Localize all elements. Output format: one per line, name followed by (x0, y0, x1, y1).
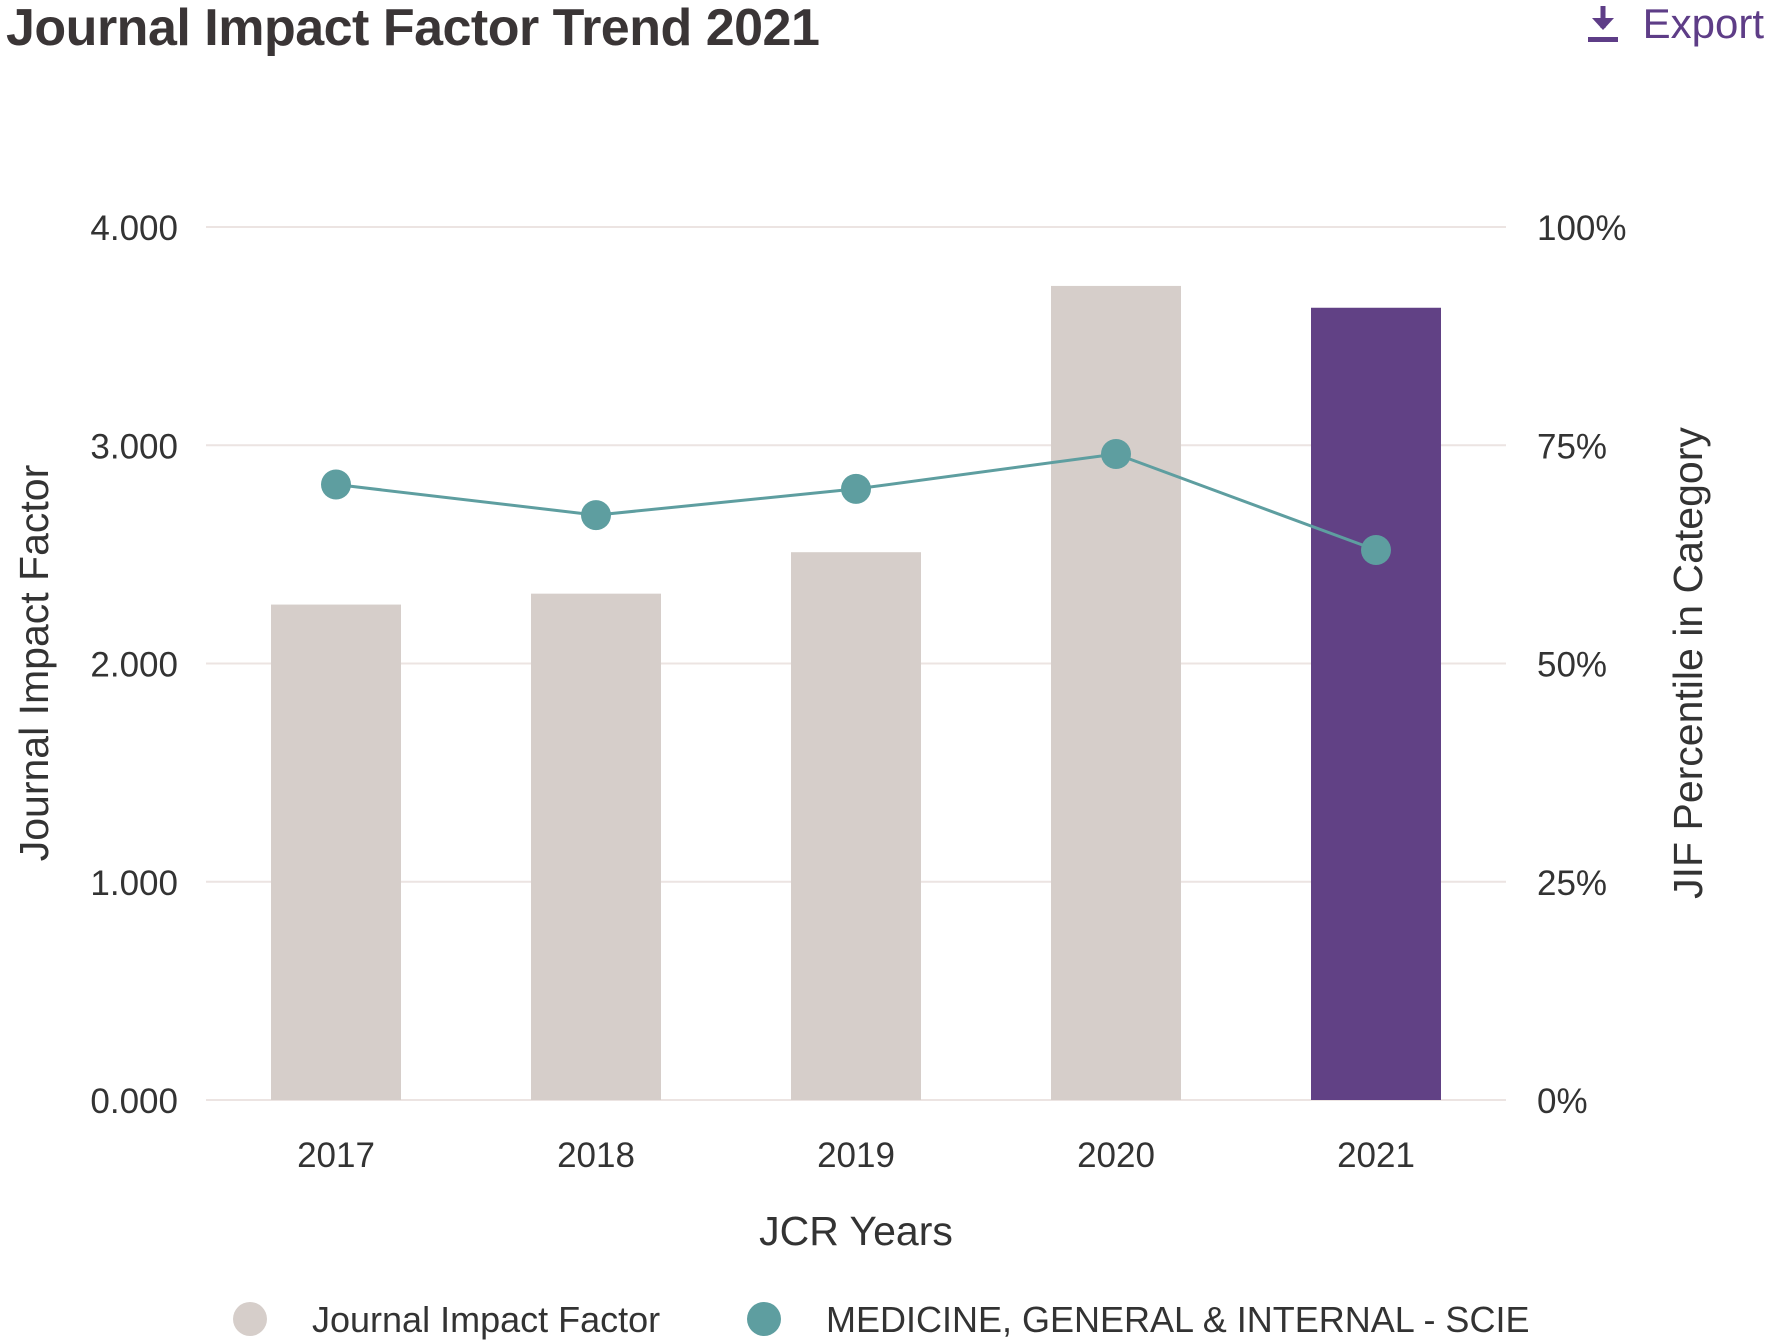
y-tick-label: 1.000 (90, 864, 178, 903)
percentile-point-2018 (581, 500, 611, 531)
legend-label-jif: Journal Impact Factor (312, 1299, 660, 1340)
percentile-point-2019 (841, 473, 871, 504)
x-axis-title: JCR Years (759, 1208, 953, 1254)
bar-2018 (531, 593, 661, 1100)
x-tick-label: 2019 (817, 1136, 895, 1175)
percentile-point-2021 (1361, 535, 1391, 566)
y-tick-label: 3.000 (90, 427, 178, 466)
y2-axis-title: JIF Percentile in Category (1665, 427, 1711, 899)
export-button[interactable]: Export (1585, 0, 1764, 48)
y-tick-label: 2.000 (90, 646, 178, 685)
y2-tick-label: 25% (1537, 864, 1607, 903)
y2-tick-label: 75% (1537, 427, 1607, 466)
export-label: Export (1642, 0, 1764, 47)
percentile-point-2020 (1101, 438, 1131, 469)
x-tick-label: 2018 (557, 1136, 635, 1175)
page-title: Journal Impact Factor Trend 2021 (6, 0, 820, 57)
percentile-point-2017 (321, 469, 351, 500)
download-icon (1587, 6, 1618, 42)
bar-2021 (1311, 307, 1441, 1100)
y2-tick-label: 50% (1537, 646, 1607, 685)
legend-label-category: MEDICINE, GENERAL & INTERNAL - SCIE (826, 1299, 1529, 1340)
legend-swatch-category (747, 1302, 781, 1336)
x-tick-label: 2021 (1337, 1136, 1415, 1175)
x-tick-label: 2020 (1077, 1136, 1155, 1175)
y2-tick-label: 0% (1537, 1082, 1588, 1121)
bar-2017 (271, 604, 401, 1100)
x-tick-label: 2017 (297, 1136, 375, 1175)
y2-tick-label: 100% (1537, 209, 1627, 248)
y-tick-label: 4.000 (90, 209, 178, 248)
bar-2020 (1051, 285, 1181, 1100)
bar-2019 (791, 552, 921, 1100)
legend-swatch-jif (233, 1302, 267, 1336)
y-axis-title: Journal Impact Factor (11, 465, 57, 862)
y-tick-label: 0.000 (90, 1082, 178, 1121)
